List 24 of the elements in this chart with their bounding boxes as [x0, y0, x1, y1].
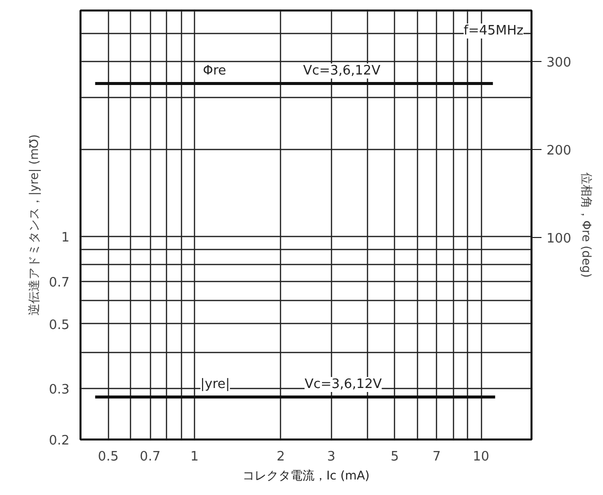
series-label: Φre — [202, 63, 226, 78]
x-axis-title: コレクタ電流，Ic (mA) — [242, 468, 370, 482]
x-tick-label: 0.5 — [98, 450, 119, 464]
x-tick-label: 7 — [432, 450, 441, 464]
x-tick-label: 10 — [472, 450, 490, 464]
x-tick-label: 0.7 — [140, 450, 160, 464]
annotation: Vc=3,6,12V — [303, 63, 380, 78]
y-tick-label: 0.5 — [48, 318, 70, 333]
x-tick-label: 3 — [327, 450, 336, 464]
y2-axis-title: 位相角，Φre (deg) — [579, 172, 594, 278]
annotation: Vc=3,6,12V — [304, 377, 382, 392]
series-label: |yre| — [200, 377, 230, 392]
y2-tick-label: 200 — [546, 143, 572, 158]
y-tick-label: 0.7 — [48, 275, 70, 290]
y-axis-title: 逆伝達アドミタンス，|yre| (m℧) — [26, 134, 41, 316]
y-tick-label: 0.3 — [48, 382, 70, 398]
x-tick-label: 2 — [276, 450, 285, 464]
y2-tick-label: 300 — [546, 55, 572, 70]
x-tick-label: 5 — [390, 450, 399, 464]
y2-tick-label: 100 — [546, 231, 572, 246]
y-tick-label: 1 — [61, 230, 70, 246]
y-tick-label: 0.2 — [48, 434, 70, 448]
annotation: f=45MHz — [464, 24, 524, 38]
x-tick-label: 1 — [190, 450, 199, 464]
